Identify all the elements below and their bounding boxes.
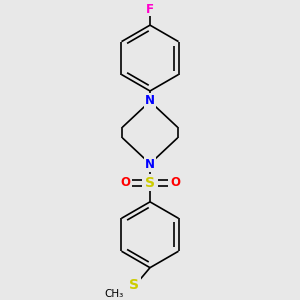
Text: S: S	[129, 278, 140, 292]
Text: S: S	[145, 176, 155, 190]
Text: O: O	[170, 176, 180, 189]
Text: CH₃: CH₃	[104, 289, 123, 299]
Text: N: N	[145, 158, 155, 171]
Text: F: F	[146, 3, 154, 16]
Text: N: N	[145, 94, 155, 107]
Text: O: O	[120, 176, 130, 189]
